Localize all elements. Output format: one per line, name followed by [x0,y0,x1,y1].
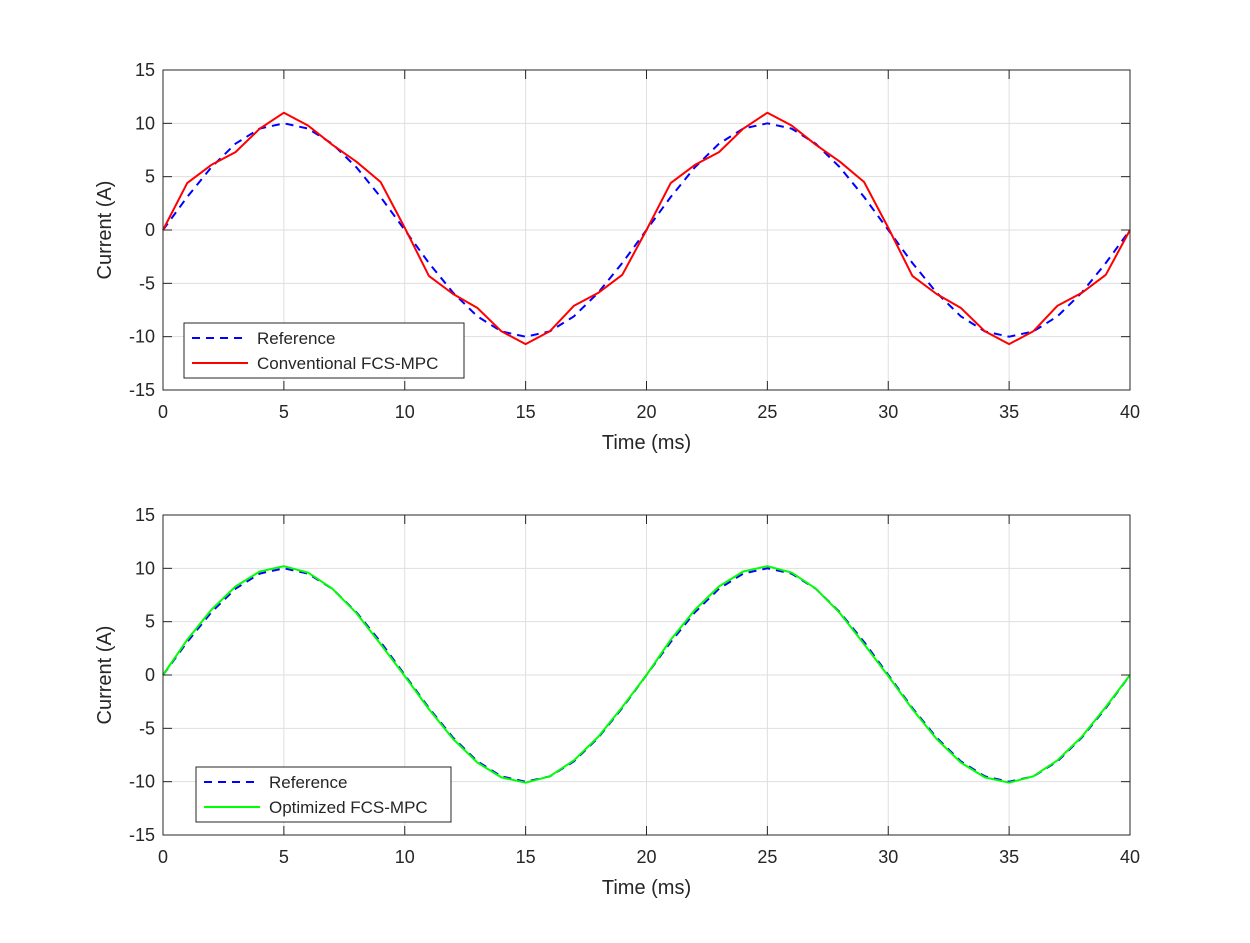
x-tick-label: 15 [516,402,536,422]
y-tick-label: 0 [145,220,155,240]
y-tick-label: -10 [129,327,155,347]
x-tick-label: 20 [636,847,656,867]
x-tick-label: 10 [395,402,415,422]
x-tick-label: 5 [279,847,289,867]
chart-panel-2: 0 5 10 15 20 25 30 35 40 -15 -10 -5 0 5 10 15 Time (ms) C… [94,505,1140,899]
x-axis-label: Time (ms) [602,877,691,899]
y-tick-label: 10 [135,113,155,133]
y-tick-label: 15 [135,60,155,80]
x-tick-label: 0 [158,402,168,422]
y-tick-label: 5 [145,167,155,187]
x-tick-label: 15 [516,847,536,867]
series-line-2 [162,111,1131,346]
legend-box [195,766,452,823]
y-tick-label: 10 [135,558,155,578]
series-line-2 [162,565,1131,784]
x-tick-label: 35 [999,847,1019,867]
x-tick-label: 25 [757,847,777,867]
y-tick-label: -5 [139,718,155,738]
y-tick-label: -15 [129,825,155,845]
legend: Reference Conventional FCS-MPC [183,322,465,379]
y-axis-label: Current (A) [94,181,116,280]
legend-label-2: Optimized FCS-MPC [269,798,428,817]
y-tick-label: -10 [129,772,155,792]
y-tick-label: 15 [135,505,155,525]
legend-label-2: Conventional FCS-MPC [257,354,438,373]
x-tick-label: 35 [999,402,1019,422]
x-tick-label: 30 [878,847,898,867]
y-tick-label: 0 [145,665,155,685]
y-tick-label: 5 [145,612,155,632]
legend-label-1: Reference [257,329,335,348]
x-tick-label: 25 [757,402,777,422]
x-tick-label: 40 [1120,847,1140,867]
x-tick-label: 20 [636,402,656,422]
legend-box [183,322,465,379]
legend: Reference Optimized FCS-MPC [195,766,452,823]
x-tick-label: 10 [395,847,415,867]
y-axis-label: Current (A) [94,626,116,725]
y-tick-label: -5 [139,273,155,293]
x-tick-label: 40 [1120,402,1140,422]
x-tick-label: 0 [158,847,168,867]
legend-label-1: Reference [269,773,347,792]
x-tick-label: 30 [878,402,898,422]
x-tick-label: 5 [279,402,289,422]
y-tick-label: -15 [129,380,155,400]
chart-panel-1: 0 5 10 15 20 25 30 35 40 -15 -10 -5 0 5 10 15 Time (ms) C… [94,60,1140,454]
x-axis-label: Time (ms) [602,432,691,454]
